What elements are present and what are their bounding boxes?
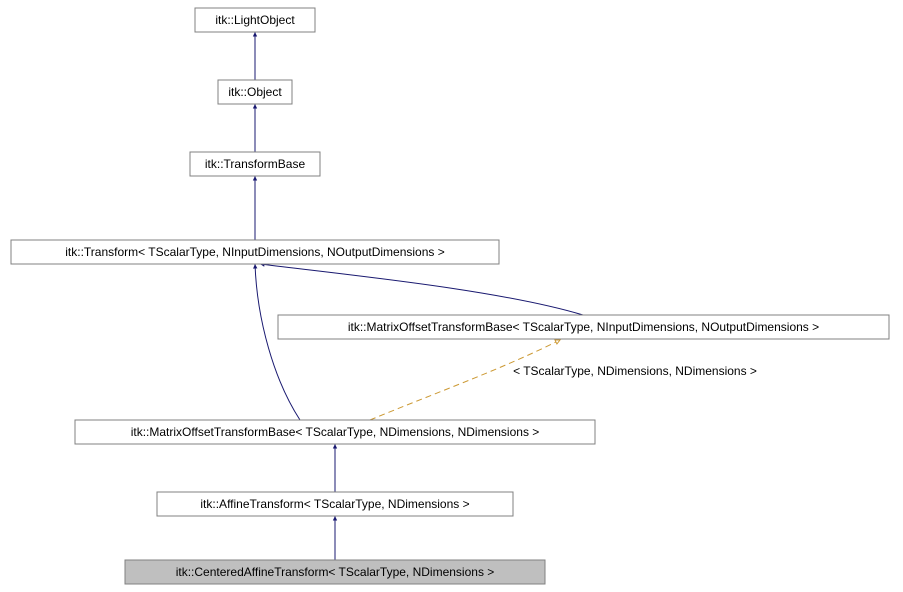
nodes-group: itk::LightObjectitk::Objectitk::Transfor…	[11, 8, 889, 584]
node-label: itk::Object	[228, 85, 282, 99]
node-label: itk::MatrixOffsetTransformBase< TScalarT…	[348, 320, 819, 334]
node-label: itk::CenteredAffineTransform< TScalarTyp…	[176, 565, 495, 579]
edge-mobase2-to-mobase1	[370, 340, 560, 420]
node-label: itk::AffineTransform< TScalarType, NDime…	[200, 497, 469, 511]
edges-group: < TScalarType, NDimensions, NDimensions …	[255, 32, 757, 560]
node-object[interactable]: itk::Object	[218, 80, 292, 104]
node-affine[interactable]: itk::AffineTransform< TScalarType, NDime…	[157, 492, 513, 516]
node-label: itk::MatrixOffsetTransformBase< TScalarT…	[131, 425, 540, 439]
node-mobase2[interactable]: itk::MatrixOffsetTransformBase< TScalarT…	[75, 420, 595, 444]
edge-mobase2-to-transform	[255, 264, 300, 420]
node-centeredaffine[interactable]: itk::CenteredAffineTransform< TScalarTyp…	[125, 560, 545, 584]
node-lightobject[interactable]: itk::LightObject	[195, 8, 315, 32]
node-label: itk::LightObject	[215, 13, 295, 27]
node-mobase1[interactable]: itk::MatrixOffsetTransformBase< TScalarT…	[278, 315, 889, 339]
edge-label: < TScalarType, NDimensions, NDimensions …	[513, 364, 757, 378]
edge-mobase1-to-transform	[260, 264, 583, 315]
node-label: itk::Transform< TScalarType, NInputDimen…	[65, 245, 444, 259]
node-transformbase[interactable]: itk::TransformBase	[190, 152, 320, 176]
node-label: itk::TransformBase	[205, 157, 306, 171]
node-transform[interactable]: itk::Transform< TScalarType, NInputDimen…	[11, 240, 499, 264]
inheritance-diagram: < TScalarType, NDimensions, NDimensions …	[0, 0, 903, 592]
